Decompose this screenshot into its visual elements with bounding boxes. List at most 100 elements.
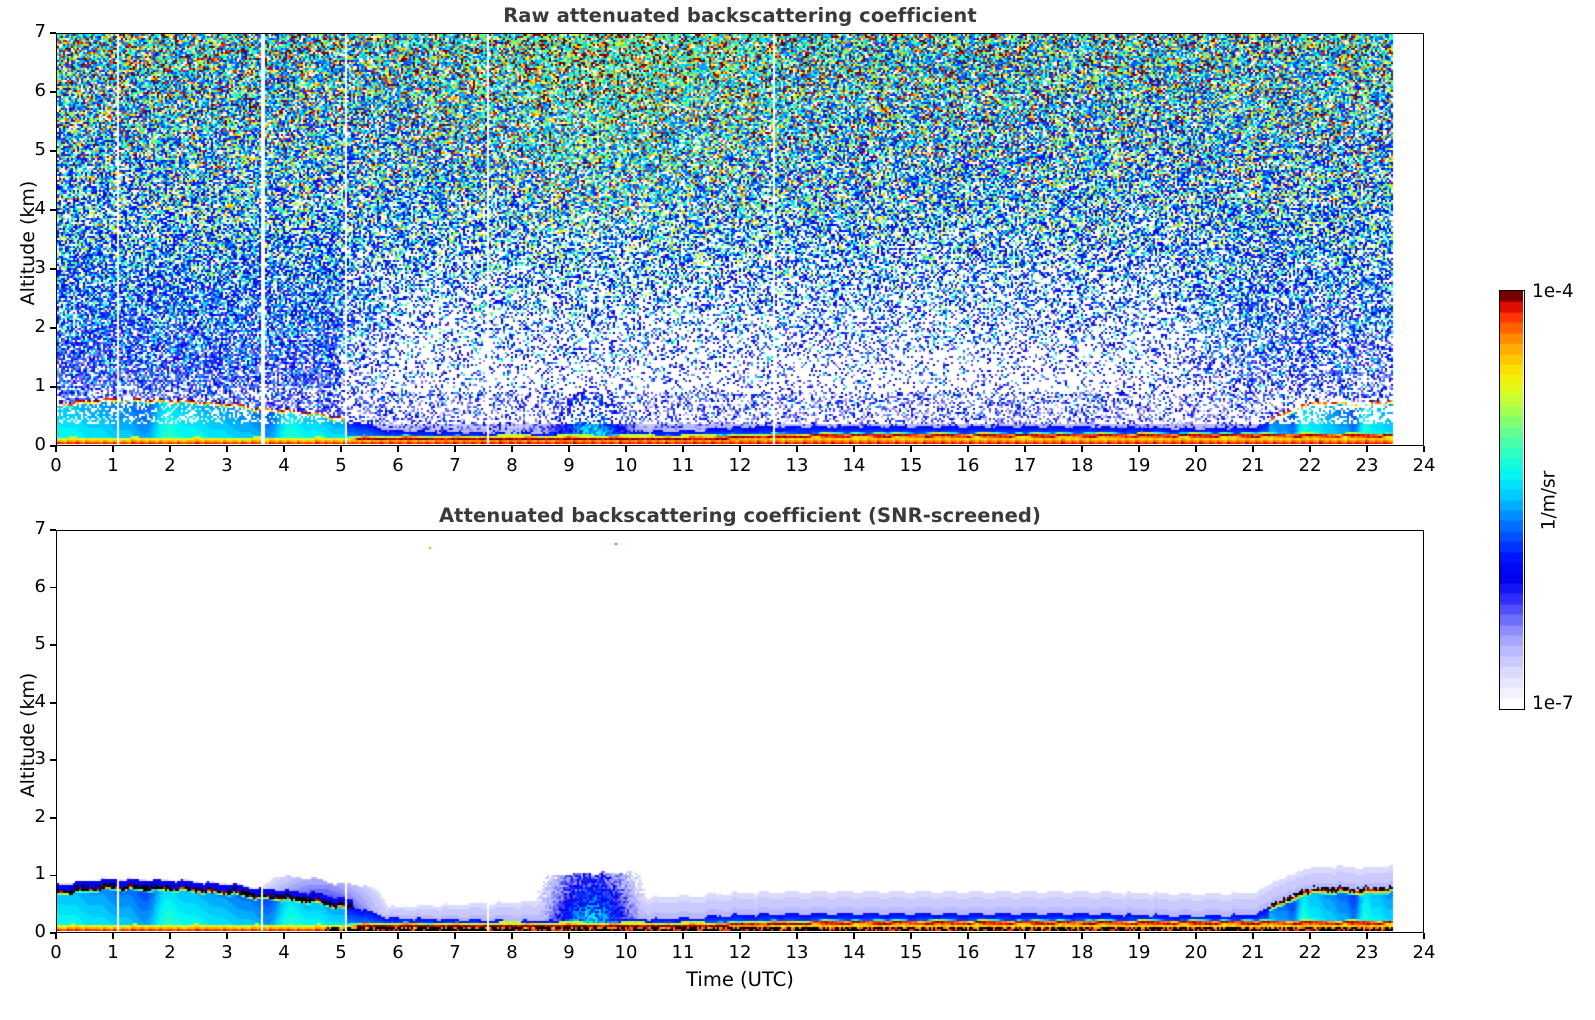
y-tick-mark: [50, 32, 56, 34]
y-tick-mark: [50, 586, 56, 589]
x-tick-label: 7: [449, 455, 461, 476]
x-tick-mark: [1252, 446, 1254, 452]
x-tick-mark: [910, 933, 912, 939]
x-tick-mark: [568, 446, 570, 452]
plot-area-screened: [56, 530, 1424, 933]
x-tick-mark: [1138, 933, 1140, 939]
colorbar-max-label: 1e-4: [1532, 281, 1574, 302]
x-tick-mark: [1366, 446, 1368, 452]
x-tick-mark: [625, 446, 627, 452]
x-tick-mark: [910, 446, 912, 452]
x-tick-mark: [340, 933, 342, 939]
x-tick-label: 23: [1355, 942, 1379, 963]
x-tick-label: 24: [1412, 942, 1436, 963]
x-tick-label: 16: [956, 942, 980, 963]
y-tick-label: 2: [34, 316, 46, 337]
x-tick-label: 21: [1241, 942, 1265, 963]
x-tick-label: 4: [278, 942, 290, 963]
x-tick-label: 13: [785, 455, 809, 476]
y-tick-mark: [50, 529, 56, 531]
x-tick-mark: [226, 933, 228, 939]
y-tick-label: 6: [34, 575, 46, 597]
plot-area-raw: [56, 33, 1424, 446]
x-tick-label: 2: [164, 942, 176, 963]
x-tick-label: 11: [671, 455, 695, 476]
x-tick-mark: [340, 446, 342, 452]
x-axis-label-screened: Time (UTC): [686, 968, 794, 991]
y-tick-label: 5: [34, 633, 46, 655]
y-tick-mark: [50, 209, 56, 211]
x-tick-label: 15: [899, 455, 923, 476]
x-tick-label: 17: [1013, 455, 1037, 476]
x-tick-mark: [283, 446, 285, 452]
x-tick-label: 23: [1355, 455, 1379, 476]
x-tick-mark: [1366, 933, 1368, 939]
x-tick-mark: [511, 933, 513, 939]
x-tick-label: 17: [1013, 942, 1037, 963]
x-tick-mark: [568, 933, 570, 939]
x-tick-mark: [853, 446, 855, 452]
x-tick-label: 5: [335, 455, 347, 476]
x-tick-mark: [967, 446, 969, 452]
y-tick-label: 3: [34, 748, 46, 770]
panel-title-raw: Raw attenuated backscattering coefficien…: [503, 4, 977, 27]
x-tick-mark: [739, 446, 741, 452]
y-tick-label: 4: [34, 690, 46, 712]
y-tick-mark: [50, 445, 56, 447]
y-tick-label: 3: [34, 257, 46, 278]
x-tick-label: 6: [392, 942, 404, 963]
x-tick-mark: [1252, 933, 1254, 939]
y-tick-label: 2: [34, 805, 46, 827]
y-tick-label: 1: [34, 375, 46, 396]
y-tick-mark: [50, 268, 56, 270]
y-tick-label: 7: [34, 518, 46, 539]
y-tick-label: 0: [34, 434, 46, 455]
x-tick-mark: [1024, 933, 1026, 939]
x-tick-label: 8: [506, 942, 518, 963]
y-tick-label: 4: [34, 198, 46, 219]
x-tick-label: 1: [107, 942, 119, 963]
x-tick-label: 10: [614, 942, 638, 963]
y-tick-mark: [50, 874, 56, 877]
colorbar: [1499, 290, 1525, 710]
x-tick-label: 22: [1298, 455, 1322, 476]
y-tick-mark: [50, 327, 56, 329]
x-tick-label: 14: [842, 942, 866, 963]
x-tick-mark: [682, 933, 684, 939]
x-tick-label: 19: [1127, 455, 1151, 476]
x-tick-mark: [1423, 933, 1425, 939]
x-tick-label: 10: [614, 455, 638, 476]
x-tick-mark: [169, 446, 171, 452]
x-tick-label: 21: [1241, 455, 1265, 476]
x-tick-label: 16: [956, 455, 980, 476]
y-tick-mark: [50, 759, 56, 762]
x-tick-mark: [796, 933, 798, 939]
y-tick-label: 1: [34, 863, 46, 885]
x-tick-mark: [226, 446, 228, 452]
x-tick-label: 0: [50, 942, 62, 963]
x-tick-label: 20: [1184, 942, 1208, 963]
x-tick-mark: [853, 933, 855, 939]
y-axis-label-screened: Altitude (km): [17, 672, 39, 798]
y-axis-label-raw: Altitude (km): [17, 180, 39, 306]
x-tick-mark: [55, 933, 57, 939]
y-tick-mark: [50, 386, 56, 388]
x-tick-label: 18: [1070, 942, 1094, 963]
colorbar-unit-label: 1/m/sr: [1538, 470, 1560, 531]
x-tick-mark: [169, 933, 171, 939]
x-tick-mark: [511, 446, 513, 452]
y-tick-mark: [50, 932, 56, 934]
x-tick-mark: [1138, 446, 1140, 452]
y-tick-mark: [50, 644, 56, 646]
x-tick-label: 20: [1184, 455, 1208, 476]
y-tick-mark: [50, 817, 56, 819]
x-tick-label: 13: [785, 942, 809, 963]
x-tick-mark: [682, 446, 684, 452]
x-tick-mark: [112, 446, 114, 452]
x-tick-mark: [625, 933, 627, 939]
x-tick-label: 3: [221, 942, 233, 963]
x-tick-label: 5: [335, 942, 347, 963]
y-tick-mark: [50, 701, 56, 704]
x-tick-label: 2: [164, 455, 176, 476]
x-tick-label: 12: [728, 455, 752, 476]
